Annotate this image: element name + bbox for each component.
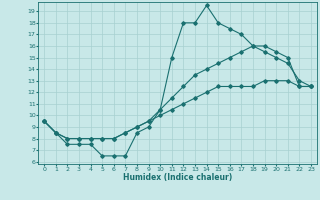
X-axis label: Humidex (Indice chaleur): Humidex (Indice chaleur) [123, 173, 232, 182]
